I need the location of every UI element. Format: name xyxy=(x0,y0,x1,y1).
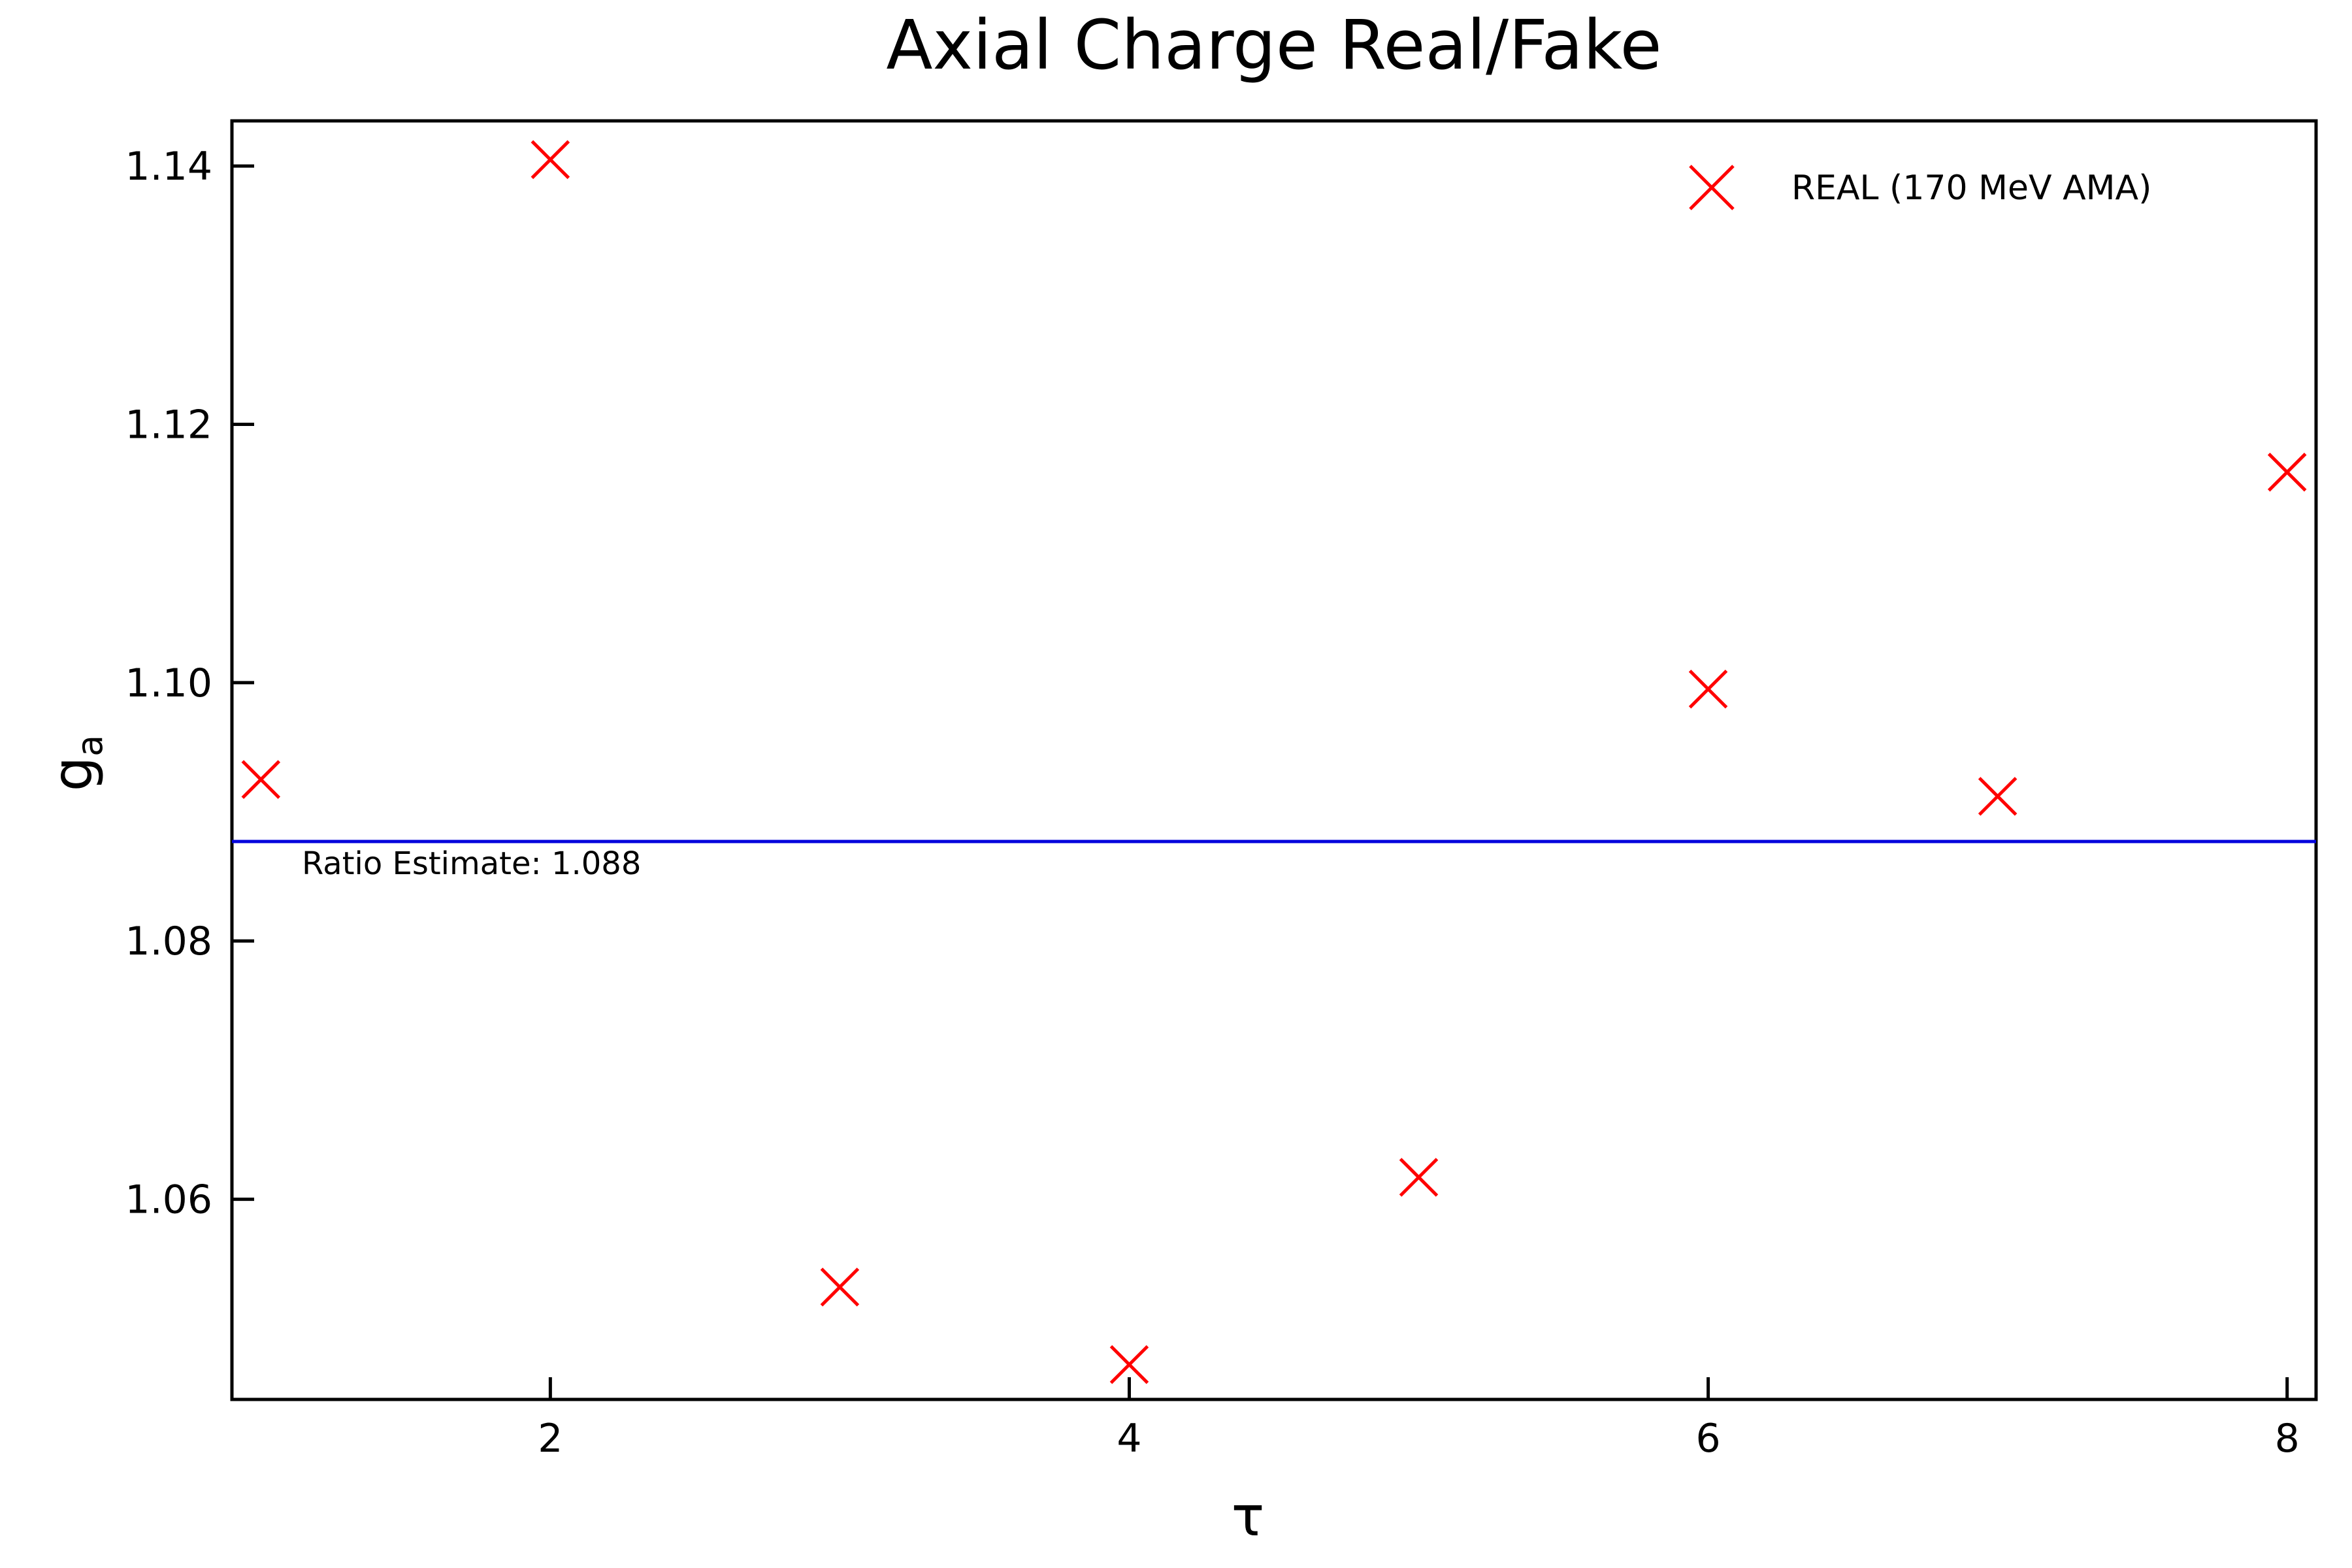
data-point-stroke xyxy=(820,1267,860,1307)
data-point-stroke xyxy=(1399,1158,1439,1197)
y-axis-label-main: g xyxy=(41,757,105,791)
data-point-stroke xyxy=(241,760,281,799)
data-point xyxy=(1399,1158,1439,1197)
data-point xyxy=(1688,670,1728,709)
x-tick-label: 4 xyxy=(1117,1416,1141,1462)
x-tick-label: 6 xyxy=(1695,1416,1720,1462)
data-point-stroke xyxy=(1109,1345,1149,1384)
legend-marker xyxy=(1689,165,1735,210)
x-axis-label: τ xyxy=(1232,1484,1265,1548)
y-tick-label: 1.06 xyxy=(125,1177,212,1223)
y-axis-label: ga xyxy=(41,735,110,791)
data-point xyxy=(241,760,281,799)
chart-title: Axial Charge Real/Fake xyxy=(886,5,1661,85)
ratio-estimate-label: Ratio Estimate: 1.088 xyxy=(302,845,641,882)
data-point xyxy=(531,140,570,180)
y-tick-label: 1.14 xyxy=(125,144,212,189)
data-point-stroke xyxy=(2267,452,2307,492)
data-point xyxy=(1978,777,2017,816)
legend-entry-label: REAL (170 MeV AMA) xyxy=(1791,169,2151,208)
plot-area: 1.06 1.08 1.10 1.12 1.14 2 4 6 8 τ ga Ratio Estimat… xyxy=(41,119,2318,1548)
data-point-stroke xyxy=(1978,777,2017,816)
data-point xyxy=(820,1267,860,1307)
data-point xyxy=(1109,1345,1149,1384)
x-tick-label: 8 xyxy=(2275,1416,2300,1462)
data-point-stroke xyxy=(531,140,570,180)
data-point xyxy=(2267,452,2307,492)
y-axis-label-subscript: a xyxy=(69,735,110,757)
y-tick-label: 1.12 xyxy=(125,402,212,448)
y-tick-label: 1.10 xyxy=(125,661,212,706)
x-tick-label: 2 xyxy=(538,1416,563,1462)
legend-marker-stroke xyxy=(1689,165,1735,210)
y-tick-label: 1.08 xyxy=(125,919,212,964)
data-point-stroke xyxy=(1688,670,1728,709)
plot-frame xyxy=(230,119,2318,1401)
